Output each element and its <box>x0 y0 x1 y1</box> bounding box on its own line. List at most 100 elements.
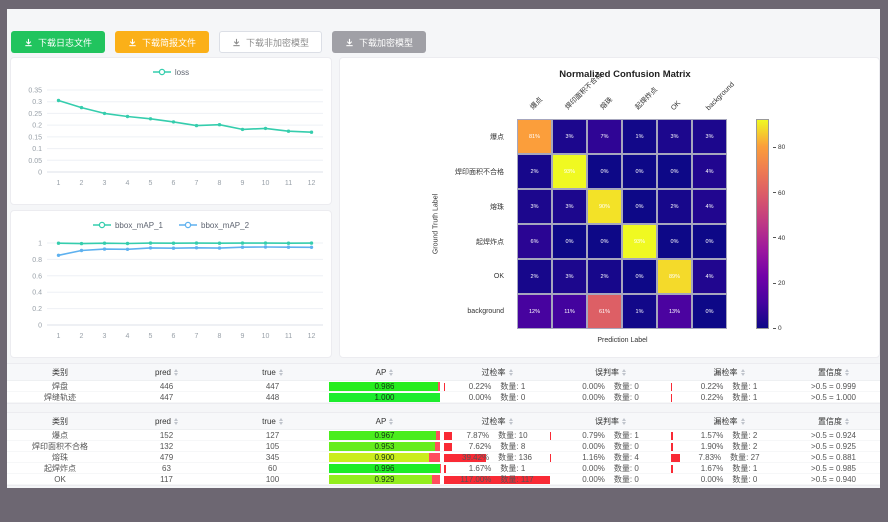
cell-confidence: >0.5 = 0.924 <box>811 431 856 440</box>
column-header-label: 漏检率 <box>713 416 738 426</box>
sort-icon[interactable] <box>278 417 283 425</box>
matrix-cell: 0% <box>657 224 692 259</box>
sort-icon[interactable] <box>389 417 394 425</box>
matrix-cell: 89% <box>657 259 692 294</box>
series-line-bbox_mAP_1 <box>57 242 313 245</box>
ap-bar-green <box>329 453 429 462</box>
column-header-label: 漏检率 <box>713 367 738 377</box>
cell-overdetect-rate: 0.00% 数量: 0 <box>444 392 550 403</box>
download-icon <box>233 38 240 46</box>
cell-ap: 1.000 <box>325 392 444 403</box>
sort-icon[interactable] <box>845 417 849 425</box>
colorbar-tick-label: 0 <box>773 325 782 332</box>
rate-bar <box>444 442 453 451</box>
sort-icon[interactable] <box>508 368 513 376</box>
sort-icon[interactable] <box>278 368 283 376</box>
loss-chart-card: loss 0 0.05 0.1 0.15 0.2 0.25 0.3 0.35 1 2 3 4 5 6 7 8 9… <box>10 57 332 205</box>
legend-item-bbox_mAP_1[interactable]: bbox_mAP_1 <box>92 221 163 230</box>
rate-value: 1.67% <box>700 464 724 473</box>
data-point <box>148 246 153 250</box>
matrix-cell: 0% <box>552 224 587 259</box>
rate-count: 数量: 1 <box>732 382 758 391</box>
matrix-cell: 11% <box>552 294 587 329</box>
data-point <box>309 245 314 249</box>
sort-icon[interactable] <box>845 368 849 376</box>
column-header-2[interactable]: true <box>220 417 325 426</box>
rate-count: 数量: 27 <box>730 453 760 462</box>
download-log-button[interactable]: 下载日志文件 <box>11 31 106 53</box>
matrix-cell: 12% <box>517 294 552 329</box>
column-header-1[interactable]: pred <box>113 368 220 377</box>
column-header-6[interactable]: 漏检率 <box>671 416 787 427</box>
sort-icon[interactable] <box>740 417 745 425</box>
rate-bar <box>671 431 673 440</box>
y-tick-label: 0.2 <box>32 123 42 130</box>
column-header-2[interactable]: true <box>220 368 325 377</box>
column-header-5[interactable]: 误判率 <box>550 416 671 427</box>
rate-count: 数量: 2 <box>732 431 758 440</box>
rate-bar <box>671 464 673 473</box>
results-table-1: 类别 pred true AP 过检率 误判率 漏检率 置信度 焊盘 446 447 0.986 0.2… <box>7 363 880 404</box>
sort-icon[interactable] <box>508 417 513 425</box>
legend-item-loss[interactable]: loss <box>152 67 190 77</box>
x-tick-label: 11 <box>285 180 292 187</box>
cell-confidence: >0.5 = 0.881 <box>811 453 856 462</box>
matrix-row-label: 起焊炸点 <box>476 238 504 246</box>
column-header-3[interactable]: AP <box>325 417 444 426</box>
data-point <box>217 246 222 250</box>
cell-misjudge-rate: 0.00% 数量: 0 <box>550 463 671 474</box>
ap-bar-red <box>428 453 440 462</box>
download-encrypted-model-button[interactable]: 下载加密模型 <box>332 31 427 53</box>
sort-icon[interactable] <box>174 368 178 376</box>
sort-icon[interactable] <box>622 368 626 376</box>
column-header-6[interactable]: 漏检率 <box>671 367 787 378</box>
table-row: 爆点 152 127 0.967 7.87% 数量: 10 0.79% 数量: 1 1.57% 数… <box>7 430 880 441</box>
rate-count: 数量: 8 <box>500 442 526 451</box>
legend-marker-icon <box>152 68 171 76</box>
x-tick-label: 3 <box>103 180 107 187</box>
table-row: OK 117 100 0.929 117.00% 数量: 117 0.00% 数量: 0 0.0… <box>7 474 880 485</box>
column-header-4[interactable]: 过检率 <box>444 416 550 427</box>
cell-pred: 446 <box>159 382 174 391</box>
sort-icon[interactable] <box>389 368 394 376</box>
sort-icon[interactable] <box>622 417 626 425</box>
legend-label: loss <box>174 67 190 77</box>
rate-count: 数量: 10 <box>498 431 528 440</box>
cell-true: 100 <box>265 475 280 484</box>
y-tick-label: 0.1 <box>32 146 42 153</box>
matrix-cell: 3% <box>552 259 587 294</box>
y-tick-label: 0.35 <box>28 88 42 95</box>
rate-value: 0.00% <box>468 393 492 402</box>
column-header-4[interactable]: 过检率 <box>444 367 550 378</box>
sort-icon[interactable] <box>174 417 178 425</box>
data-point <box>171 241 176 245</box>
ap-value: 0.900 <box>374 453 395 462</box>
data-point <box>125 241 130 246</box>
column-header-7[interactable]: 置信度 <box>787 416 880 427</box>
column-header-5[interactable]: 误判率 <box>550 367 671 378</box>
y-tick-label: 0.15 <box>28 134 42 141</box>
download-unencrypted-model-button[interactable]: 下载非加密模型 <box>219 31 323 53</box>
y-tick-label: 0 <box>38 170 42 177</box>
download-report-button[interactable]: 下载简报文件 <box>115 31 210 53</box>
rate-count: 数量: 1 <box>613 431 639 440</box>
column-header-label: 误判率 <box>595 367 619 377</box>
y-tick-label: 0.2 <box>32 306 42 313</box>
cell-misjudge-rate: 0.79% 数量: 1 <box>550 430 671 441</box>
matrix-column-label: 爆点 <box>528 96 544 112</box>
rate-value: 7.62% <box>468 442 492 451</box>
column-header-7[interactable]: 置信度 <box>787 367 880 378</box>
x-tick-label: 2 <box>80 333 84 340</box>
legend-item-bbox_mAP_2[interactable]: bbox_mAP_2 <box>179 221 249 230</box>
matrix-cell: 2% <box>587 259 622 294</box>
data-point <box>56 98 61 103</box>
y-tick-label: 0.3 <box>32 99 42 106</box>
column-header-3[interactable]: AP <box>325 368 444 377</box>
column-header-label: AP <box>375 367 387 377</box>
table-header-row: 类别 pred true AP 过检率 误判率 漏检率 置信度 <box>7 364 880 381</box>
sort-icon[interactable] <box>740 368 745 376</box>
x-tick-label: 9 <box>241 333 245 340</box>
column-header-1[interactable]: pred <box>113 417 220 426</box>
cell-ap: 0.986 <box>325 381 444 392</box>
cell-pred: 447 <box>159 393 174 402</box>
